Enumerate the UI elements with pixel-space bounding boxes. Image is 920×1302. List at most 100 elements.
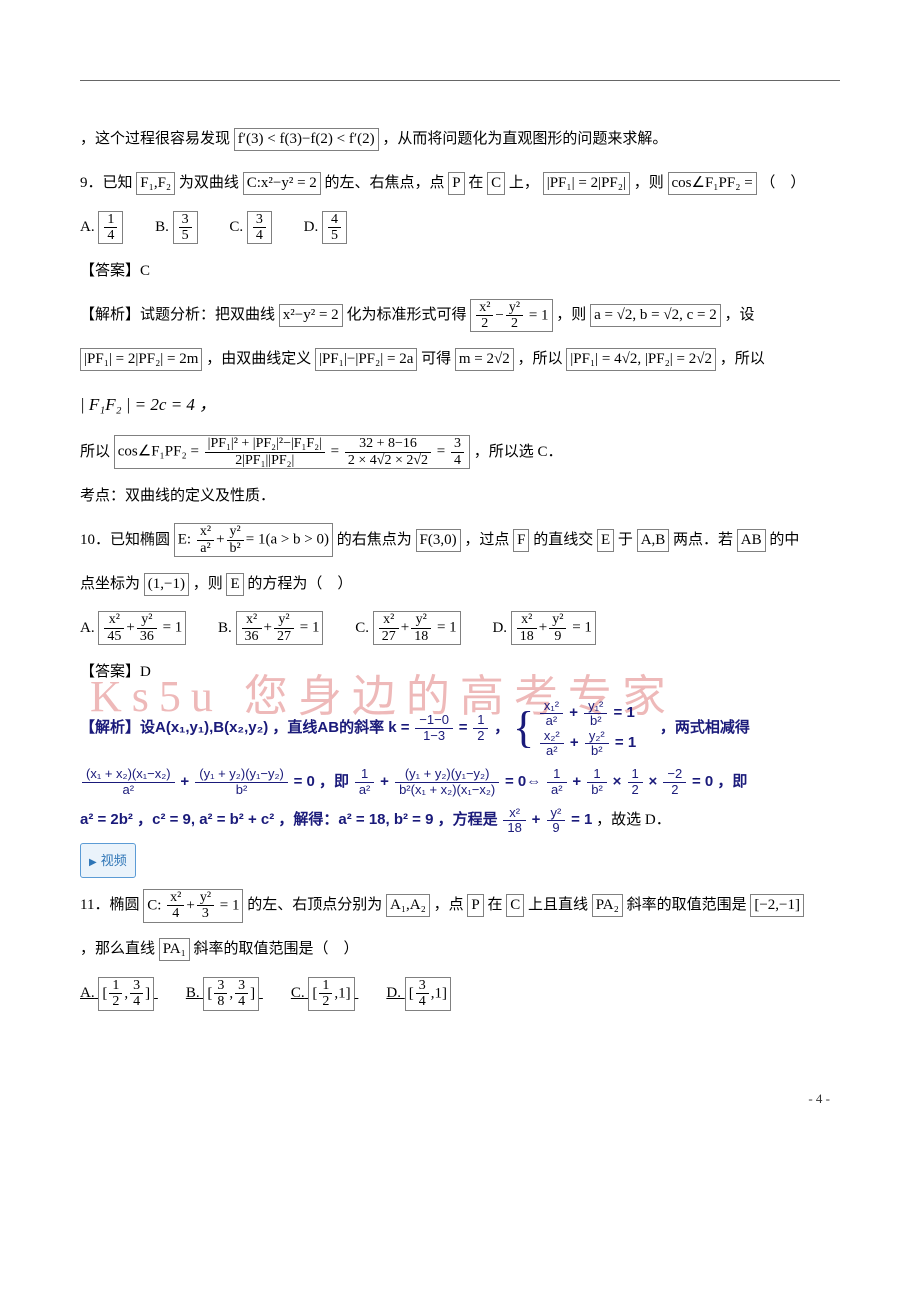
eq: = 1 [611, 734, 636, 751]
n: x² [379, 612, 399, 627]
q10-answer: 【答案】D [80, 654, 840, 690]
d: 1−3 [415, 728, 453, 743]
q11-optC: C. [12,1] [291, 985, 359, 1001]
q9-jx-cos: 所以 cos∠F₁PF₂ = |PF₁|² + |PF₂|²−|F₁F₂|2|P… [80, 434, 840, 470]
q9-stem: 9．已知 F₁,F₂ 为双曲线 C:x²−y² = 2 的左、右焦点，点 P 在… [80, 165, 840, 201]
d: 27 [274, 628, 294, 644]
txt: 的方程为（ ） [247, 576, 352, 592]
d: b² [587, 782, 607, 797]
txt: = 0⇔ [505, 773, 541, 790]
n: 3 [416, 978, 429, 993]
txt: a² = 2b² ，c² = 9, a² = b² + c² ，解得：a² = … [80, 811, 498, 828]
txt: ，则 [634, 175, 664, 191]
n: y² [411, 612, 431, 627]
ellipse-eq: E: x²a²+y²b²= 1(a > b > 0) [174, 523, 333, 557]
P: P [467, 894, 483, 917]
q10-optD: D. x²18+y²9 = 1 [492, 620, 595, 636]
C: C: [147, 897, 161, 913]
n: x² [167, 890, 184, 905]
d: 9 [547, 820, 566, 835]
n: x² [476, 300, 493, 315]
expr: |PF₁| = 4√2, |PF₂| = 2√2 [566, 348, 716, 371]
q10-video-link[interactable]: 视频 [80, 843, 840, 879]
expr: x²−y² = 2 [279, 304, 343, 327]
q10-optA: A. x²45+y²36 = 1 [80, 620, 190, 636]
range: [−2,−1] [750, 894, 804, 917]
d: 4 [235, 993, 248, 1009]
txt: ，这个过程很容易发现 [80, 131, 230, 147]
label: C. [229, 219, 243, 235]
expr: |PF₁| = 2|PF₂| = 2m [80, 348, 202, 371]
label: C. [291, 985, 305, 1001]
eq: = 1 [296, 620, 319, 636]
n: |PF₁|² + |PF₂|²−|F₁F₂| [205, 436, 325, 451]
d: 8 [214, 993, 227, 1009]
num: 3 [253, 212, 266, 227]
eq: = 1(a > b > 0) [246, 532, 329, 548]
txt: 化为标准形式可得 [346, 307, 466, 323]
txt: 的左、右顶点分别为 [247, 897, 382, 913]
n: y² [547, 806, 566, 820]
n: 3 [235, 978, 248, 993]
q11-optB: B. [38,34] [186, 985, 263, 1001]
q10-stem: 10．已知椭圆 E: x²a²+y²b²= 1(a > b > 0) 的右焦点为… [80, 522, 840, 558]
txt: ，设 [724, 307, 754, 323]
txt: ，故选 D． [596, 812, 671, 828]
txt: ，则 [556, 307, 586, 323]
txt: ，所以 [518, 351, 563, 367]
txt: 9．已知 [80, 175, 133, 191]
d: 2|PF₁||PF₂| [205, 452, 325, 468]
n: x₁² [540, 699, 563, 713]
d: 2 [473, 728, 488, 743]
pointP: P [448, 172, 464, 195]
label: C. [355, 620, 369, 636]
d: 2 [109, 993, 122, 1009]
q9-optB: B. 35 [155, 219, 201, 235]
d: b² [227, 540, 244, 556]
n: 3 [130, 978, 143, 993]
eq: = 1 [159, 620, 182, 636]
q11-options: A. [12,34] B. [38,34] C. [12,1] D. [34,1… [80, 975, 840, 1011]
txt: 11．椭圆 [80, 897, 139, 913]
txt: = 0 ，即 [294, 773, 349, 790]
r: 1 [338, 985, 346, 1001]
q10-jx-line1: 【解析】设A(x₁,y₁),B(x₂,y₂) ，直线AB的斜率 k = −1−0… [80, 698, 840, 759]
d: b² [585, 743, 609, 758]
label: D. [492, 620, 507, 636]
PA1: PA₁ [159, 938, 190, 961]
n: x² [104, 612, 124, 627]
Ep2: E [226, 573, 243, 596]
d: 45 [104, 628, 124, 644]
txt: = 0 ，即 [692, 773, 747, 790]
label: B. [218, 620, 232, 636]
q9-answer: 【答案】C [80, 253, 840, 289]
d: 2 [506, 315, 523, 331]
eq: = [459, 719, 468, 736]
Cp: C [506, 894, 524, 917]
txt: ，过点 [464, 532, 509, 548]
d: 18 [517, 628, 537, 644]
txt: 在 [468, 175, 483, 191]
abc: a = √2, b = √2, c = 2 [590, 304, 721, 327]
d: 18 [411, 628, 431, 644]
d: 4 [451, 452, 464, 468]
q11-optD: D. [34,1] [386, 985, 451, 1001]
n: 1 [587, 767, 607, 781]
Fp: F [513, 529, 529, 552]
n: y₁² [584, 699, 607, 713]
eq: = 1 [568, 620, 591, 636]
label: D. [386, 985, 401, 1001]
eq: = 1 [571, 811, 592, 828]
txt: ，点 [434, 897, 464, 913]
q10-options: A. x²45+y²36 = 1 B. x²36+y²27 = 1 C. x²2… [80, 610, 840, 646]
video-badge[interactable]: 视频 [80, 843, 136, 878]
d: a² [540, 743, 564, 758]
E: E: [178, 532, 191, 548]
txt: 的右焦点为 [337, 532, 412, 548]
n: 32 + 8−16 [345, 436, 431, 451]
n: x² [242, 612, 262, 627]
txt: 【解析】设A(x₁,y₁),B(x₂,y₂) ，直线AB的斜率 k = [80, 719, 410, 736]
top-fragment: ，这个过程很容易发现 f′(3) < f(3)−f(2) < f′(2) ，从而… [80, 121, 840, 157]
d: 2 [476, 315, 493, 331]
d: b² [584, 713, 607, 728]
